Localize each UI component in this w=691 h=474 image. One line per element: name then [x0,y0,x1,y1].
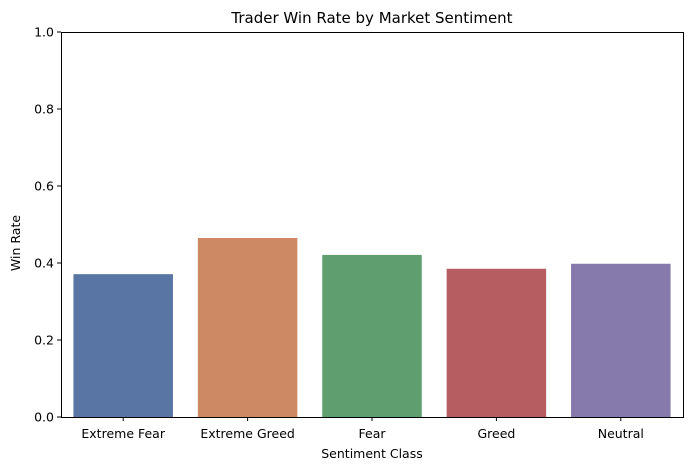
bar-extreme-fear [73,274,173,417]
chart-title: Trader Win Rate by Market Sentiment [230,9,512,27]
bar-greed [446,268,547,417]
y-tick-label: 0.0 [34,410,54,425]
x-tick-label: Greed [477,426,515,441]
bar-neutral [571,263,671,417]
bar-extreme-greed [197,237,298,417]
plot-frame [61,32,684,418]
x-axis: Extreme Fear Extreme Greed Fear Greed Neutra… [81,417,644,441]
y-tick-label: 0.8 [34,102,54,117]
y-axis: 0.0 0.2 0.4 0.6 0.8 1.0 [34,25,61,425]
x-axis-label: Sentiment Class [321,446,422,461]
x-tick-label: Fear [359,426,387,441]
y-axis-label: Win Rate [8,215,23,271]
y-tick-label: 1.0 [34,25,54,40]
y-tick-label: 0.4 [34,256,54,271]
bar-group [73,237,671,417]
x-tick-label: Neutral [598,426,644,441]
x-tick-label: Extreme Greed [200,426,294,441]
bar-fear [322,254,422,417]
y-tick-label: 0.2 [34,333,54,348]
y-tick-label: 0.6 [34,179,54,194]
x-tick-label: Extreme Fear [81,426,165,441]
